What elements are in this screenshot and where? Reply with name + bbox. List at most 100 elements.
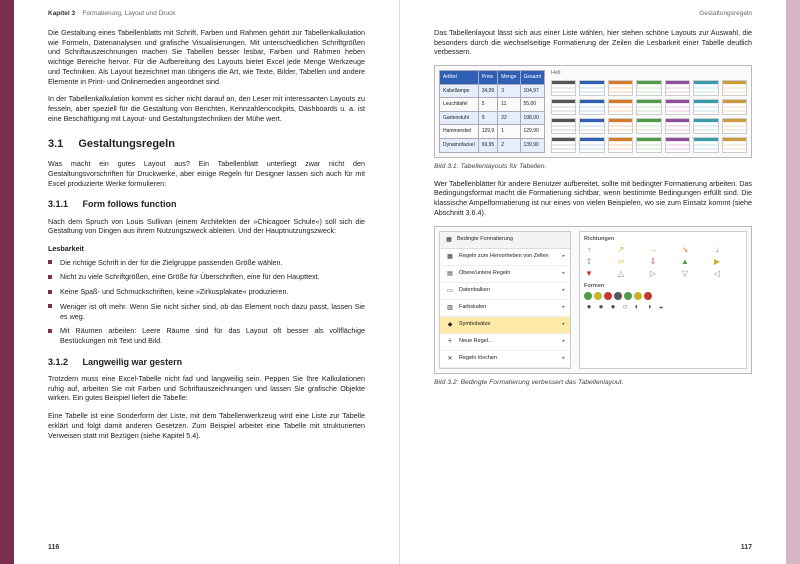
iconset-dot[interactable] bbox=[584, 292, 592, 300]
menu-item[interactable]: ▥Farbskalen▸ bbox=[440, 300, 570, 317]
heading-num: 3.1 bbox=[48, 138, 63, 150]
layout-swatch[interactable] bbox=[551, 118, 576, 134]
iconset-arrow[interactable]: ⇧ bbox=[584, 257, 594, 267]
iconset-arrow[interactable]: → bbox=[648, 245, 658, 255]
menu-button-label: Bedingte Formatierung bbox=[457, 236, 513, 243]
book-spread: Kapitel 3 Formatierung, Layout und Druck… bbox=[0, 0, 800, 564]
layout-swatch[interactable] bbox=[636, 80, 661, 96]
menu-item[interactable]: ◆Symbolsätze▸ bbox=[440, 317, 570, 334]
icon-sets-panel: Richtungen ↑↗→↘↓⇧⇨⇩▲▶▼△▷▽◁ Formen ●●●○◐◑… bbox=[579, 231, 747, 369]
page-number-left: 116 bbox=[48, 543, 59, 552]
layout-swatch[interactable] bbox=[693, 137, 718, 153]
layout-swatch[interactable] bbox=[665, 99, 690, 115]
iconset-arrow[interactable]: ◁ bbox=[712, 269, 722, 279]
iconset-shape[interactable]: ◐ bbox=[632, 302, 642, 312]
menu-item-icon: ＋ bbox=[445, 337, 455, 347]
iconset-arrow[interactable]: ↓ bbox=[712, 245, 722, 255]
table-row: Leuchttafel51155,00 bbox=[440, 98, 545, 112]
layout-swatch[interactable] bbox=[608, 99, 633, 115]
menu-item-label: Regeln zum Hervorheben von Zellen bbox=[459, 253, 549, 260]
menu-item[interactable]: ▦Regeln zum Hervorheben von Zellen▸ bbox=[440, 249, 570, 266]
iconset-arrow[interactable]: ▶ bbox=[712, 257, 722, 267]
iconset-shape[interactable]: ● bbox=[584, 302, 594, 312]
iconset-shape[interactable]: ○ bbox=[620, 302, 630, 312]
heading-text: Form follows function bbox=[83, 199, 177, 209]
rules-list: Die richtige Schrift in der für die Ziel… bbox=[48, 258, 365, 346]
iconset-dot[interactable] bbox=[624, 292, 632, 300]
menu-item-icon: ✕ bbox=[445, 354, 455, 364]
iconset-arrow[interactable]: ▲ bbox=[680, 257, 690, 267]
table-row: Gartenstuhl922198,00 bbox=[440, 111, 545, 125]
layout-swatch[interactable] bbox=[579, 99, 604, 115]
layout-swatch[interactable] bbox=[665, 80, 690, 96]
table-cell: 139,90 bbox=[520, 138, 545, 152]
menu-button[interactable]: ▦ Bedingte Formatierung bbox=[440, 232, 570, 249]
layout-swatch[interactable] bbox=[579, 137, 604, 153]
layout-swatch[interactable] bbox=[636, 137, 661, 153]
layout-swatch[interactable] bbox=[636, 118, 661, 134]
iconset-arrow[interactable]: ▷ bbox=[648, 269, 658, 279]
iconset-arrow[interactable]: ▼ bbox=[584, 269, 594, 279]
figure-3-1: ArtikelPreisMengeGesamtKabellampe34,9931… bbox=[434, 65, 752, 157]
layout-swatch[interactable] bbox=[722, 137, 747, 153]
layout-swatch[interactable] bbox=[608, 80, 633, 96]
iconset-shape[interactable]: ◒ bbox=[656, 302, 666, 312]
layout-swatch[interactable] bbox=[579, 118, 604, 134]
iconset-arrow[interactable]: ↑ bbox=[584, 245, 594, 255]
heading-num: 3.1.1 bbox=[48, 199, 68, 209]
table-cell: Gartenstuhl bbox=[440, 111, 479, 125]
menu-item-label: Datenbalken bbox=[459, 287, 490, 294]
shape-glyphs-row: ●●●○◐◑◒ bbox=[584, 302, 742, 312]
layout-swatch[interactable] bbox=[551, 80, 576, 96]
table-row: Dynamofackel69,952139,90 bbox=[440, 138, 545, 152]
right-para-2: Wer Tabellenblätter für andere Benutzer … bbox=[434, 179, 752, 218]
layout-swatch[interactable] bbox=[665, 137, 690, 153]
iconset-arrow[interactable]: ↗ bbox=[616, 245, 626, 255]
iconset-dot[interactable] bbox=[644, 292, 652, 300]
iconset-shape[interactable]: ● bbox=[596, 302, 606, 312]
iconset-arrow[interactable]: ⇩ bbox=[648, 257, 658, 267]
menu-item[interactable]: ＋Neue Regel…▸ bbox=[440, 334, 570, 351]
menu-item[interactable]: ▭Datenbalken▸ bbox=[440, 283, 570, 300]
table-cell: Kabellampe bbox=[440, 84, 479, 98]
iconset-shape[interactable]: ◑ bbox=[644, 302, 654, 312]
iconset-arrow[interactable]: ▽ bbox=[680, 269, 690, 279]
layout-swatch[interactable] bbox=[608, 118, 633, 134]
layout-swatch[interactable] bbox=[722, 118, 747, 134]
layout-swatch[interactable] bbox=[693, 118, 718, 134]
iconset-dot[interactable] bbox=[614, 292, 622, 300]
iconset-dot[interactable] bbox=[634, 292, 642, 300]
layout-swatch[interactable] bbox=[693, 80, 718, 96]
chapter-title: Formatierung, Layout und Druck bbox=[82, 10, 175, 17]
layout-swatch[interactable] bbox=[551, 99, 576, 115]
page-right: Gestaltungsregeln Das Tabellenlayout läs… bbox=[400, 0, 800, 564]
menu-item-label: Symbolsätze bbox=[459, 321, 491, 328]
layout-swatch[interactable] bbox=[551, 137, 576, 153]
iconset-arrow[interactable]: ↘ bbox=[680, 245, 690, 255]
rule-item: Weniger ist oft mehr. Wenn Sie nicht sic… bbox=[48, 302, 365, 321]
rule-item: Nicht zu viele Schriftgrößen, eine Größe… bbox=[48, 272, 365, 282]
table-cell: 198,00 bbox=[520, 111, 545, 125]
heading-text: Langweilig war gestern bbox=[83, 357, 183, 367]
layout-swatch[interactable] bbox=[665, 118, 690, 134]
layout-swatch[interactable] bbox=[722, 80, 747, 96]
iconset-dot[interactable] bbox=[604, 292, 612, 300]
layout-swatch[interactable] bbox=[693, 99, 718, 115]
menu-item[interactable]: ✕Regeln löschen▸ bbox=[440, 351, 570, 368]
iconset-shape[interactable]: ● bbox=[608, 302, 618, 312]
layout-swatch[interactable] bbox=[722, 99, 747, 115]
heading-3-1-2: 3.1.2 Langweilig war gestern bbox=[48, 356, 365, 368]
layout-swatch[interactable] bbox=[579, 80, 604, 96]
lesbarkeit-label: Lesbarkeit bbox=[48, 244, 365, 254]
iconset-dot[interactable] bbox=[594, 292, 602, 300]
table-cell: 129,90 bbox=[520, 125, 545, 139]
iconset-arrow[interactable]: △ bbox=[616, 269, 626, 279]
chevron-right-icon: ▸ bbox=[562, 355, 565, 362]
caption-3-1: Bild 3.1: Tabellenlayouts für Tabellen. bbox=[434, 162, 752, 171]
layout-swatch[interactable] bbox=[608, 137, 633, 153]
layout-swatch[interactable] bbox=[636, 99, 661, 115]
figure-3-2: ▦ Bedingte Formatierung ▦Regeln zum Herv… bbox=[434, 226, 752, 374]
table-header: Gesamt bbox=[520, 71, 545, 85]
iconset-arrow[interactable]: ⇨ bbox=[616, 257, 626, 267]
menu-item[interactable]: ▤Obere/untere Regeln▸ bbox=[440, 266, 570, 283]
